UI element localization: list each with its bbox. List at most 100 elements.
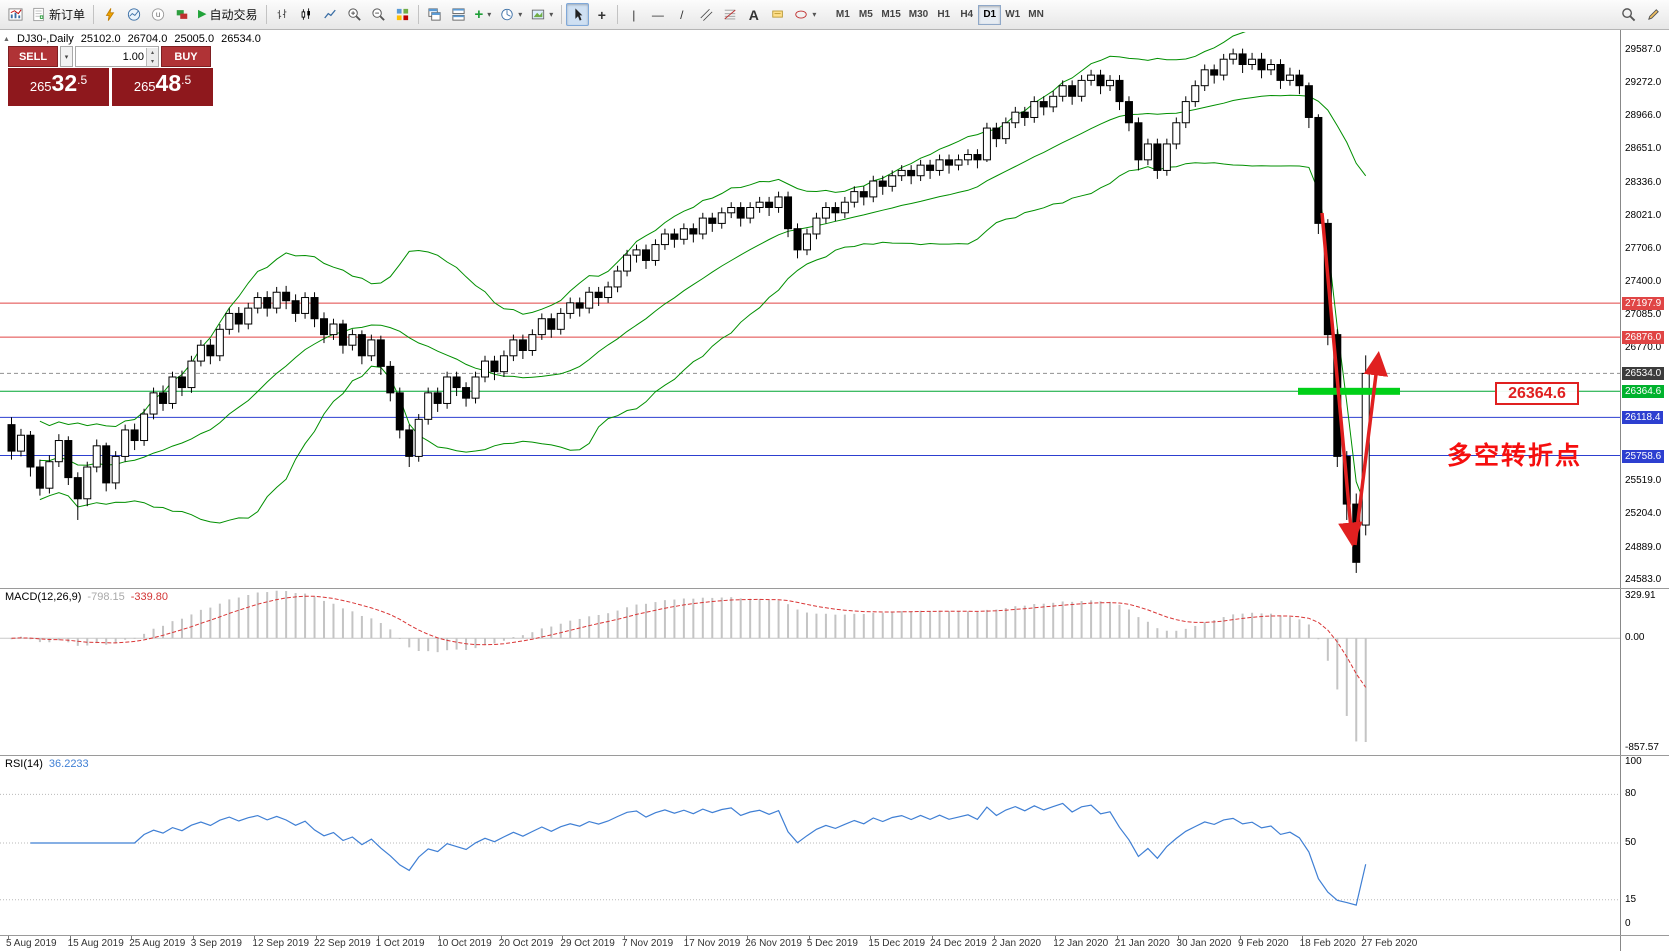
- horizontal-line-icon: —: [651, 7, 664, 22]
- new-order-icon: [33, 7, 44, 22]
- autotrade-button[interactable]: ▶ 自动交易: [194, 3, 261, 26]
- buy-button[interactable]: BUY: [161, 46, 211, 67]
- date-tick: [747, 935, 749, 939]
- timeframe-h4[interactable]: H4: [960, 9, 974, 20]
- line-chart-button[interactable]: [319, 3, 342, 26]
- autotrade-label: 自动交易: [209, 8, 258, 22]
- crosshair-tool-button[interactable]: +: [590, 3, 613, 26]
- date-tick: [254, 935, 256, 939]
- price-tick: 27400.0: [1625, 276, 1662, 287]
- depth-of-market-button[interactable]: [170, 3, 193, 26]
- timeframe-h1[interactable]: H1: [937, 9, 951, 20]
- timeframe-w1[interactable]: W1: [1005, 9, 1021, 20]
- price-badge-26876.0: 26876.0: [1622, 331, 1665, 344]
- date-tick: [685, 935, 687, 939]
- buy-price-main: 265: [133, 79, 156, 94]
- depth-of-market-icon: [176, 10, 187, 19]
- date-label: 22 Sep 2019: [314, 938, 371, 949]
- cascade-windows-button[interactable]: [423, 3, 446, 26]
- date-tick: [1116, 935, 1118, 939]
- one-click-trading-panel: SELL ▾ 1.00 ▴ ▾ BUY 265 32.5 265 48.5: [8, 46, 213, 106]
- play-icon: ▶: [198, 8, 207, 20]
- search-button[interactable]: [1617, 3, 1640, 26]
- rsi-tick: 50: [1625, 837, 1637, 848]
- new-order-label: 新订单: [49, 8, 86, 22]
- lightning-button[interactable]: [98, 3, 121, 26]
- macd-tick: -857.57: [1625, 742, 1659, 753]
- price-tick: 29587.0: [1625, 44, 1662, 55]
- price-tick: 29272.0: [1625, 77, 1662, 88]
- rsi-pane-separator[interactable]: [0, 755, 1669, 756]
- market-watch-button[interactable]: [122, 3, 145, 26]
- cursor-tool-button[interactable]: [566, 3, 590, 26]
- volume-value: 1.00: [122, 50, 144, 63]
- channel-tool[interactable]: [694, 3, 717, 26]
- zoom-out-button[interactable]: [367, 3, 390, 26]
- price-tick: 25519.0: [1625, 475, 1662, 486]
- timeframe-m30[interactable]: M30: [908, 9, 929, 20]
- candles-layer: [7, 32, 1400, 573]
- bollinger-lower: [39, 162, 1367, 524]
- template-button[interactable]: ▾: [527, 3, 557, 26]
- date-label: 12 Jan 2020: [1053, 938, 1109, 949]
- price-tick: 28966.0: [1625, 110, 1662, 121]
- collapse-panel-icon[interactable]: ▲: [3, 35, 10, 43]
- timeframe-mn[interactable]: MN: [1028, 9, 1044, 20]
- zoom-in-button[interactable]: [343, 3, 366, 26]
- vertical-line-tool[interactable]: |: [622, 3, 645, 26]
- horizontal-line-tool[interactable]: —: [646, 3, 669, 26]
- date-label: 7 Nov 2019: [622, 938, 674, 949]
- rsi-tick: 15: [1625, 894, 1637, 905]
- date-axis[interactable]: 5 Aug 2019 15 Aug 2019 25 Aug 2019 3 Sep 20…: [0, 935, 1620, 951]
- price-tick: 25204.0: [1625, 508, 1662, 519]
- timeframe-d1[interactable]: D1: [978, 4, 1002, 25]
- zoom-in-icon: [347, 8, 361, 21]
- tile-horizontal-button[interactable]: [447, 3, 470, 26]
- add-indicator-button[interactable]: + ▾: [471, 3, 496, 26]
- date-tick: [69, 935, 71, 939]
- chevron-down-icon: ▾: [64, 53, 69, 61]
- shapes-icon: [795, 10, 807, 19]
- trendline-icon: /: [680, 7, 684, 22]
- volume-increase-button[interactable]: ▴: [147, 47, 158, 57]
- fibonacci-tool[interactable]: [718, 3, 741, 26]
- date-tick: [1055, 935, 1057, 939]
- label-tool[interactable]: [766, 3, 789, 26]
- rsi-line: [30, 802, 1367, 906]
- ohlc-open: 25102.0: [80, 33, 121, 45]
- toolbar-separator: [265, 5, 267, 24]
- macd-pane-separator[interactable]: [0, 588, 1669, 589]
- cascade-windows-icon: [427, 8, 441, 21]
- date-tick: [131, 935, 133, 939]
- bar-chart-button[interactable]: [271, 3, 294, 26]
- period-cycles-button[interactable]: ▾: [496, 3, 526, 26]
- timeframe-m15[interactable]: M15: [881, 9, 901, 20]
- date-label: 30 Jan 2020: [1176, 938, 1232, 949]
- trend-arrow-2: [1353, 351, 1389, 546]
- toolbar: 新订单 u ▶ 自动交易 + ▾: [0, 0, 1669, 30]
- tile-windows-button[interactable]: [391, 3, 414, 26]
- edit-button[interactable]: [1642, 3, 1665, 26]
- shapes-tool[interactable]: ▾: [790, 3, 820, 26]
- text-tool[interactable]: A: [742, 3, 765, 26]
- date-tick: [1363, 935, 1365, 939]
- new-order-button[interactable]: 新订单: [28, 3, 89, 26]
- timeframe-m1[interactable]: M1: [835, 9, 850, 20]
- mql-community-button[interactable]: u: [146, 3, 169, 26]
- price-badge-25758.6: 25758.6: [1622, 450, 1665, 463]
- volume-dropdown-button[interactable]: ▾: [60, 46, 73, 67]
- candlestick-chart-button[interactable]: [295, 3, 318, 26]
- date-label: 25 Aug 2019: [129, 938, 186, 949]
- sell-button[interactable]: SELL: [8, 46, 58, 67]
- price-axis[interactable]: 29587.0 29272.0 28966.0 28651.0 28336.0 28021…: [1620, 30, 1669, 951]
- date-label: 20 Oct 2019: [498, 938, 554, 949]
- new-chart-button[interactable]: [4, 3, 27, 26]
- timeframe-m5[interactable]: M5: [858, 9, 873, 20]
- macd-tick: 0.00: [1625, 632, 1645, 643]
- sell-price[interactable]: 265 32.5: [8, 68, 109, 106]
- volume-decrease-button[interactable]: ▾: [147, 56, 158, 66]
- trendline-tool[interactable]: /: [670, 3, 693, 26]
- buy-price[interactable]: 265 48.5: [112, 68, 213, 106]
- volume-input[interactable]: 1.00 ▴ ▾: [75, 46, 159, 67]
